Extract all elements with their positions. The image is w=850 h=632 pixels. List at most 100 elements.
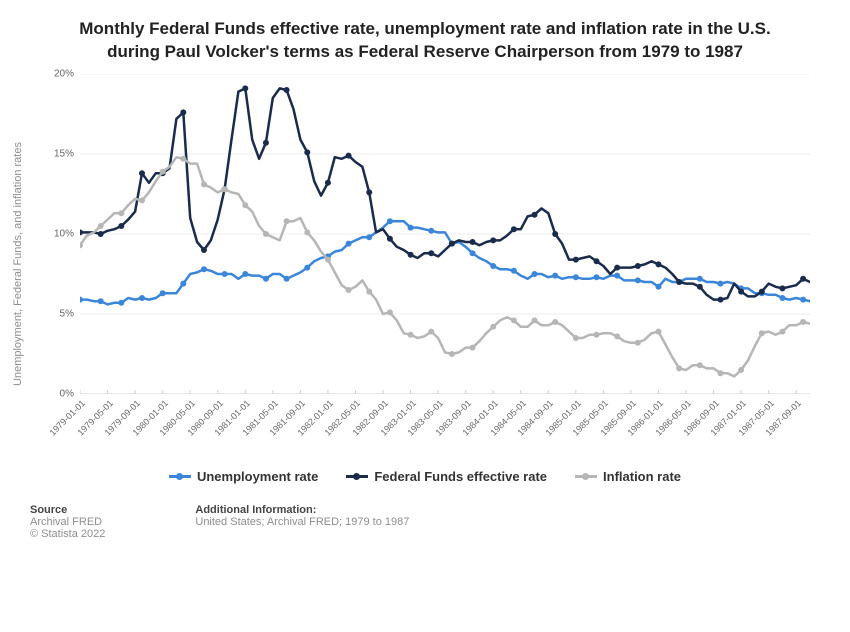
series-marker xyxy=(304,264,310,270)
series-marker xyxy=(449,351,455,357)
series-marker xyxy=(470,250,476,256)
series-marker xyxy=(532,317,538,323)
series-marker xyxy=(449,240,455,246)
y-tick-label: 20% xyxy=(54,68,80,79)
footer-additional-text: United States; Archival FRED; 1979 to 19… xyxy=(195,516,409,528)
footer-source-heading: Source xyxy=(30,504,105,516)
series-marker xyxy=(428,250,434,256)
series-marker xyxy=(242,202,248,208)
series-marker xyxy=(387,218,393,224)
series-marker xyxy=(180,280,186,286)
series-marker xyxy=(180,156,186,162)
series-marker xyxy=(139,197,145,203)
series-marker xyxy=(655,328,661,334)
series-marker xyxy=(325,256,331,262)
series-marker xyxy=(635,277,641,283)
series-marker xyxy=(490,324,496,330)
series-marker xyxy=(222,271,228,277)
series-marker xyxy=(552,231,558,237)
series-marker xyxy=(511,226,517,232)
legend-item: Unemployment rate xyxy=(169,469,318,484)
series-marker xyxy=(284,87,290,93)
series-marker xyxy=(717,296,723,302)
series-marker xyxy=(470,344,476,350)
series-marker xyxy=(284,276,290,282)
series-marker xyxy=(614,264,620,270)
y-tick-label: 10% xyxy=(54,228,80,239)
series-marker xyxy=(738,288,744,294)
series-marker xyxy=(573,335,579,341)
series-marker xyxy=(532,212,538,218)
series-marker xyxy=(304,149,310,155)
series-marker xyxy=(408,332,414,338)
series-marker xyxy=(387,309,393,315)
series-marker xyxy=(779,295,785,301)
series-marker xyxy=(98,298,104,304)
series-marker xyxy=(263,276,269,282)
series-marker xyxy=(222,186,228,192)
legend-label: Unemployment rate xyxy=(197,469,318,484)
series-marker xyxy=(325,180,331,186)
footer-copyright: © Statista 2022 xyxy=(30,528,105,540)
series-marker xyxy=(346,287,352,293)
series-marker xyxy=(738,367,744,373)
series-marker xyxy=(428,328,434,334)
series-marker xyxy=(614,333,620,339)
series-marker xyxy=(98,223,104,229)
series-marker xyxy=(139,295,145,301)
x-axis-ticks: 1979-01-011979-05-011979-09-011980-01-01… xyxy=(80,394,810,454)
series-marker xyxy=(552,272,558,278)
series-marker xyxy=(594,258,600,264)
series-marker xyxy=(139,170,145,176)
series-marker xyxy=(697,276,703,282)
title-line-2: during Paul Volcker's terms as Federal R… xyxy=(107,42,743,61)
footer-source: Source Archival FRED © Statista 2022 xyxy=(30,504,105,540)
footer-source-text: Archival FRED xyxy=(30,516,105,528)
series-marker xyxy=(511,317,517,323)
series-marker xyxy=(800,276,806,282)
chart-title: Monthly Federal Funds effective rate, un… xyxy=(50,18,800,64)
y-tick-label: 15% xyxy=(54,148,80,159)
series-marker xyxy=(552,319,558,325)
y-tick-label: 5% xyxy=(60,308,80,319)
series-marker xyxy=(366,189,372,195)
series-marker xyxy=(779,328,785,334)
series-marker xyxy=(655,261,661,267)
series-marker xyxy=(201,247,207,253)
legend-swatch xyxy=(169,475,191,478)
series-marker xyxy=(594,332,600,338)
legend-swatch xyxy=(346,475,368,478)
series-marker xyxy=(366,288,372,294)
series-marker xyxy=(160,168,166,174)
series-marker xyxy=(697,362,703,368)
series-marker xyxy=(428,228,434,234)
series-marker xyxy=(346,240,352,246)
series-marker xyxy=(759,288,765,294)
series-marker xyxy=(408,224,414,230)
series-marker xyxy=(80,296,83,302)
chart-area: Unemployment, Federal Funds, and inflati… xyxy=(30,74,820,454)
series-marker xyxy=(511,268,517,274)
series-marker xyxy=(284,218,290,224)
series-marker xyxy=(242,271,248,277)
series-marker xyxy=(118,210,124,216)
series-marker xyxy=(594,274,600,280)
series-marker xyxy=(676,365,682,371)
series-marker xyxy=(614,272,620,278)
series-marker xyxy=(263,231,269,237)
series-marker xyxy=(304,229,310,235)
series-marker xyxy=(676,279,682,285)
legend-label: Inflation rate xyxy=(603,469,681,484)
footer-additional: Additional Information: United States; A… xyxy=(195,504,409,540)
series-marker xyxy=(242,85,248,91)
series-line xyxy=(80,88,810,299)
series-marker xyxy=(470,239,476,245)
series-marker xyxy=(98,231,104,237)
series-marker xyxy=(387,236,393,242)
series-marker xyxy=(779,285,785,291)
series-marker xyxy=(717,280,723,286)
legend-item: Federal Funds effective rate xyxy=(346,469,547,484)
series-marker xyxy=(759,330,765,336)
series-marker xyxy=(490,237,496,243)
series-marker xyxy=(180,109,186,115)
